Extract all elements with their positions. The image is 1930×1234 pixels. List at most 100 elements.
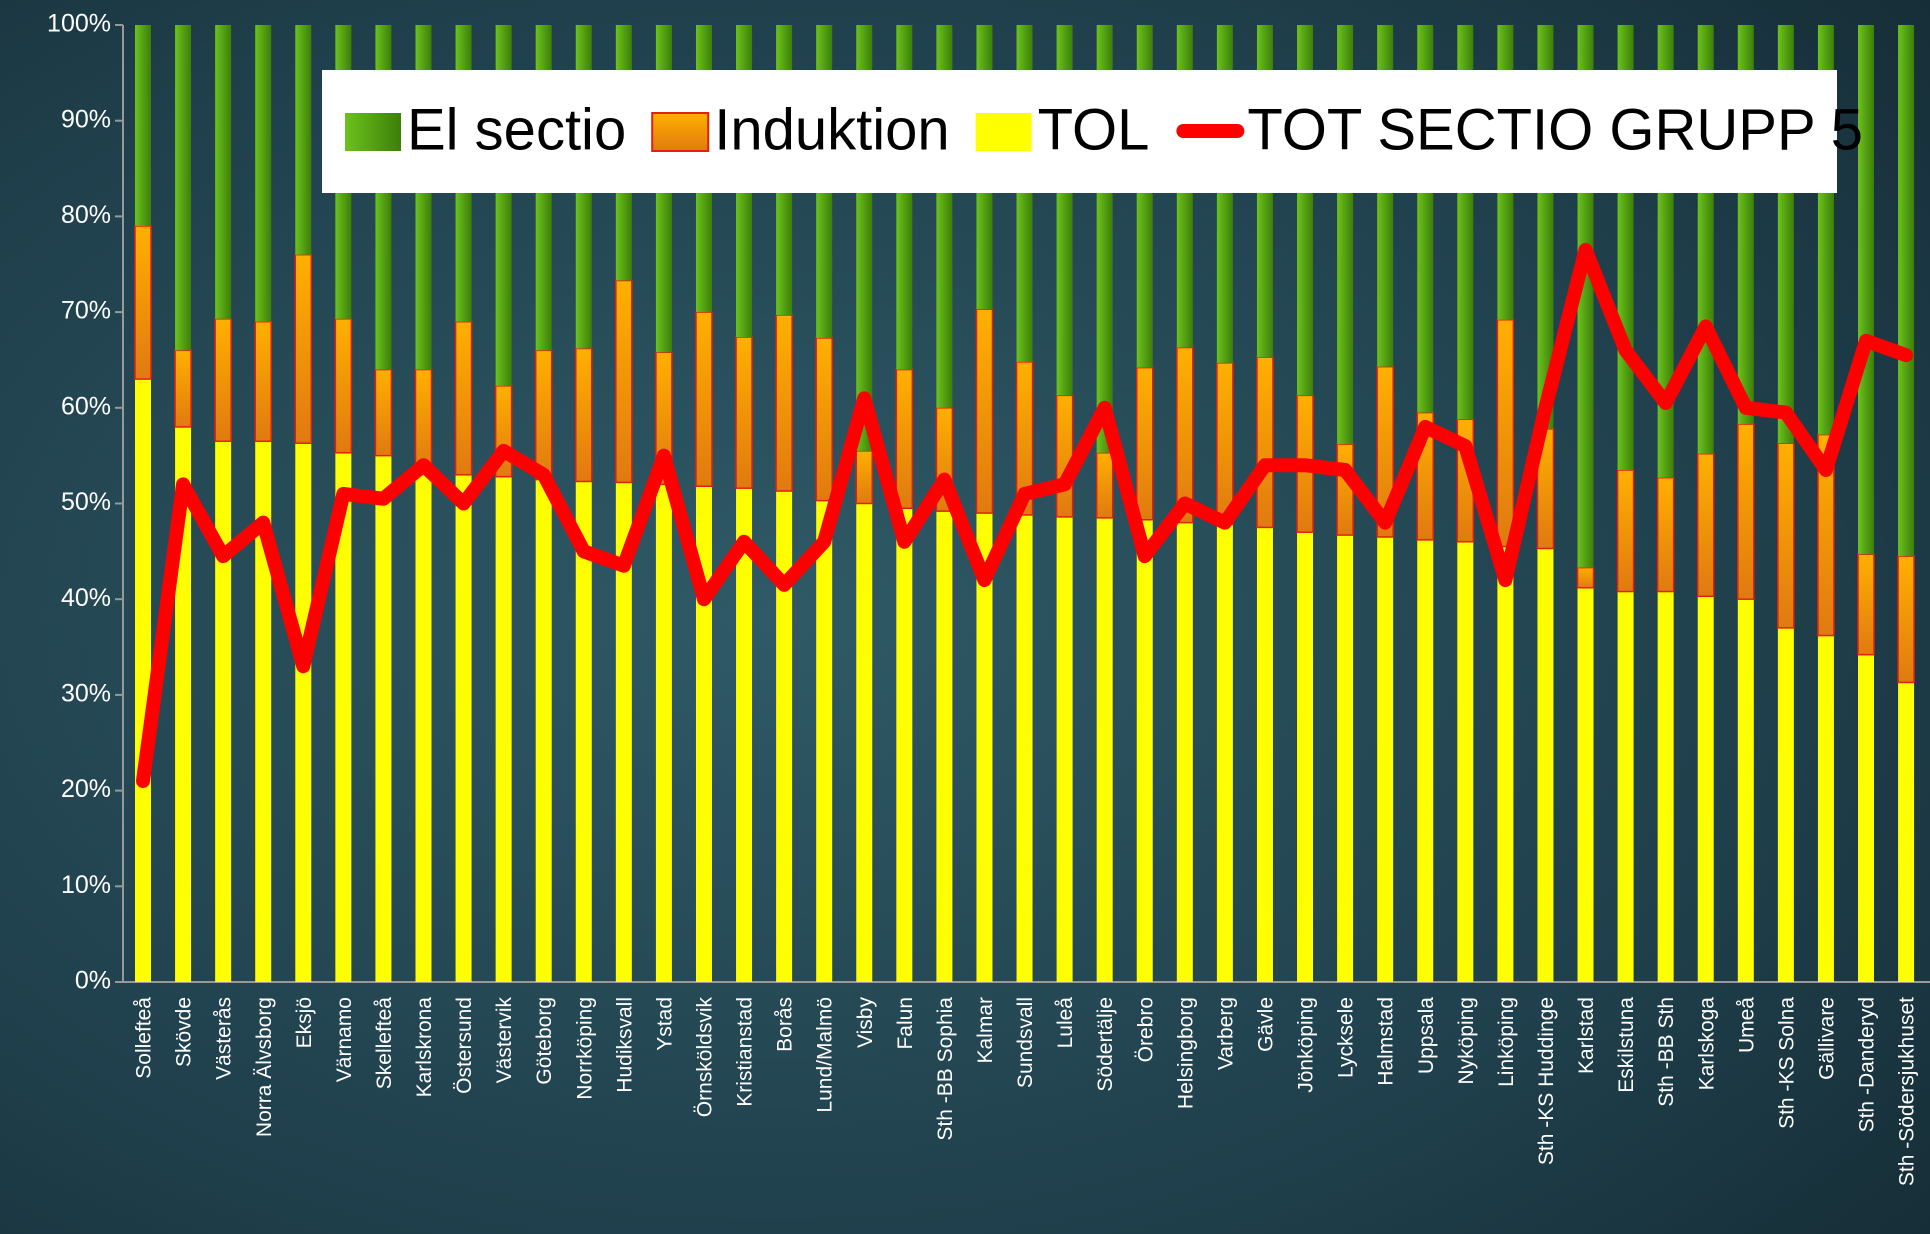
bar-segment <box>495 476 512 982</box>
bar-segment <box>1377 536 1394 982</box>
bar-segment <box>1176 346 1194 524</box>
bar-segment <box>1697 596 1714 982</box>
bar-segment <box>775 314 793 492</box>
x-tick-label: Lund/Malmö <box>814 997 837 1113</box>
bar-segment <box>1095 452 1114 519</box>
x-tick-label: Östersund <box>453 997 476 1094</box>
bar-segment <box>1616 469 1635 593</box>
bar-segment <box>1216 524 1233 982</box>
bar-segment <box>255 441 272 982</box>
bar-segment <box>135 25 151 226</box>
x-tick-label: Gävle <box>1255 997 1278 1052</box>
bar-segment <box>1537 548 1554 982</box>
x-tick-label: Värnamo <box>333 997 356 1082</box>
bar-segment <box>776 491 793 982</box>
bar-segment <box>455 474 472 982</box>
bar-segment <box>1417 539 1434 982</box>
y-tick-label: 100% <box>47 10 111 38</box>
x-tick-label: Västervik <box>493 997 516 1084</box>
bar-segment <box>414 368 433 471</box>
x-tick-label: Sth -KS Solna <box>1775 997 1798 1129</box>
bar-segment <box>1176 522 1193 982</box>
y-tick-label: 30% <box>61 680 111 708</box>
bar-segment <box>1617 591 1634 982</box>
bar-segment <box>1497 546 1514 982</box>
bar-segment <box>1297 532 1314 982</box>
x-tick-label: Västerås <box>213 997 236 1080</box>
bar-segment <box>535 479 552 982</box>
bar-segment <box>1496 319 1515 548</box>
x-tick-label: Sundsvall <box>1014 997 1037 1088</box>
x-tick-label: Skövde <box>173 997 196 1067</box>
x-tick-label: Helsingborg <box>1174 997 1197 1109</box>
bar-segment <box>1858 654 1875 982</box>
x-tick-label: Falun <box>894 997 917 1050</box>
x-tick-label: Halmstad <box>1375 997 1398 1086</box>
legend-swatch <box>651 112 710 152</box>
bar-segment <box>215 25 232 319</box>
x-tick-label: Eskilstuna <box>1615 997 1638 1093</box>
x-tick-label: Ystad <box>653 997 676 1051</box>
x-tick-label: Nyköping <box>1455 997 1478 1085</box>
bar-segment <box>374 368 393 457</box>
bar-segment <box>1457 541 1474 982</box>
y-tick-label: 60% <box>61 392 111 420</box>
x-tick-label: Karlskrona <box>413 997 436 1098</box>
x-tick-label: Göteborg <box>533 997 556 1085</box>
bar-segment <box>735 336 753 489</box>
bar-segment <box>1055 394 1074 518</box>
x-tick-label: Kristianstad <box>734 997 757 1107</box>
bar-segment <box>1256 527 1273 982</box>
bar-segment <box>1657 591 1674 982</box>
x-tick-label: Uppsala <box>1415 997 1438 1074</box>
bar-segment <box>135 379 151 983</box>
x-tick-label: Eksjö <box>293 997 316 1048</box>
bar-segment <box>575 347 593 483</box>
y-tick-label: 50% <box>61 488 111 516</box>
bar-segment <box>1336 443 1354 536</box>
bar-segment <box>295 443 312 983</box>
bar-segment <box>294 253 313 444</box>
bar-segment <box>255 25 272 322</box>
x-tick-label: Örebro <box>1134 997 1157 1062</box>
bar-segment <box>1136 519 1153 982</box>
bar-segment <box>1777 627 1794 982</box>
y-tick-label: 40% <box>61 584 111 612</box>
y-tick-label: 70% <box>61 297 111 325</box>
legend-label: Induktion <box>714 97 949 162</box>
x-tick-label: Sth -KS Huddinge <box>1535 997 1558 1165</box>
bar-segment <box>134 225 152 380</box>
x-tick-label: Linköping <box>1495 997 1518 1087</box>
x-tick-label: Karlskoga <box>1695 997 1718 1091</box>
bar-segment <box>816 500 833 982</box>
x-tick-label: Lycksele <box>1335 997 1358 1078</box>
bar-segment <box>415 470 432 982</box>
bar-segment <box>936 511 953 982</box>
bar-segment <box>175 25 192 351</box>
bar-segment <box>1696 452 1715 598</box>
y-tick-label: 80% <box>61 201 111 229</box>
legend-label: El sectio <box>407 97 626 162</box>
x-tick-label: Kalmar <box>974 997 997 1064</box>
bar-segment <box>1136 366 1154 521</box>
bar-segment <box>1096 517 1113 982</box>
bar-segment <box>1256 356 1274 529</box>
x-tick-label: Umeå <box>1735 997 1758 1053</box>
x-tick-label: Jönköping <box>1295 997 1318 1093</box>
y-tick-label: 90% <box>61 105 111 133</box>
bar-segment <box>1857 553 1875 656</box>
x-tick-label: Visby <box>854 997 877 1048</box>
bar-segment <box>1777 442 1795 629</box>
bar-segment <box>1656 476 1675 593</box>
bar-segment <box>1858 25 1875 555</box>
bar-segment <box>1897 555 1915 684</box>
x-tick-label: Karlstad <box>1575 997 1598 1074</box>
bar-segment <box>615 482 632 982</box>
legend-label: TOL <box>1038 97 1150 162</box>
x-tick-label: Hudiksvall <box>613 997 636 1093</box>
x-tick-label: Södertälje <box>1094 997 1117 1092</box>
bar-segment <box>1898 682 1915 982</box>
legend-swatch <box>345 113 401 151</box>
bar-segment <box>695 486 712 982</box>
